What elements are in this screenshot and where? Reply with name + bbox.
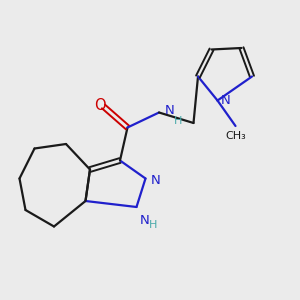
Text: N: N <box>140 214 149 227</box>
Text: N: N <box>151 173 161 187</box>
Text: H: H <box>149 220 157 230</box>
Text: N: N <box>164 103 174 117</box>
Text: CH₃: CH₃ <box>225 130 246 140</box>
Text: N: N <box>221 94 231 107</box>
Text: H: H <box>174 116 183 126</box>
Text: O: O <box>94 98 106 112</box>
